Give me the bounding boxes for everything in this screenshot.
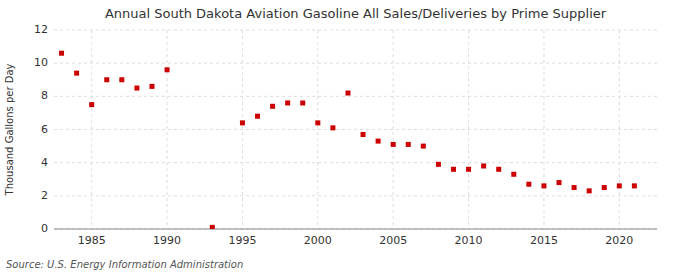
chart-svg: 1985 1990 1995 2000 2005 2010 2015 2020 0 2 4 6 8 10 1… xyxy=(0,0,675,275)
y-tick-label: 2 xyxy=(41,189,48,202)
tick-labels: 1985 1990 1995 2000 2005 2010 2015 2020 0 2 4 6 8 10 1… xyxy=(34,23,633,247)
data-point xyxy=(557,180,562,185)
x-tick-label: 1985 xyxy=(78,234,106,247)
y-tick-label: 10 xyxy=(34,56,48,69)
data-point xyxy=(406,142,411,147)
data-point xyxy=(270,104,275,109)
data-point xyxy=(451,167,456,172)
y-grid-line xyxy=(54,195,657,196)
data-point xyxy=(149,84,154,89)
y-grid-line xyxy=(54,96,657,97)
data-point xyxy=(541,183,546,188)
y-tick-label: 0 xyxy=(41,222,48,235)
data-point xyxy=(300,100,305,105)
data-point xyxy=(617,183,622,188)
y-axis-label: Thousand Gallons per Day xyxy=(4,63,15,196)
data-point xyxy=(632,183,637,188)
y-grid-line xyxy=(54,129,657,130)
data-point xyxy=(134,86,139,91)
x-grid-line xyxy=(242,30,243,229)
x-tick-label: 1990 xyxy=(153,234,181,247)
data-point xyxy=(436,162,441,167)
y-tick-label: 12 xyxy=(34,23,48,36)
x-axis-line xyxy=(54,229,657,230)
data-point xyxy=(526,182,531,187)
source-note: Source: U.S. Energy Information Administ… xyxy=(6,259,243,270)
data-point xyxy=(481,163,486,168)
data-point xyxy=(361,132,366,137)
x-grid-line xyxy=(91,30,92,229)
data-point xyxy=(511,172,516,177)
data-point xyxy=(255,114,260,119)
y-tick-label: 4 xyxy=(41,156,48,169)
x-grid-line xyxy=(468,30,469,229)
grid xyxy=(54,30,657,229)
data-point xyxy=(330,125,335,130)
x-tick-label: 2005 xyxy=(379,234,407,247)
data-point xyxy=(391,142,396,147)
data-point xyxy=(240,120,245,125)
data-point xyxy=(587,188,592,193)
data-point xyxy=(74,71,79,76)
data-point xyxy=(119,77,124,82)
data-point xyxy=(345,91,350,96)
x-grid-line xyxy=(393,30,394,229)
data-point xyxy=(602,185,607,190)
data-point xyxy=(104,77,109,82)
x-grid-line xyxy=(317,30,318,229)
y-grid-line xyxy=(54,229,657,230)
x-tick-label: 2015 xyxy=(530,234,558,247)
y-tick-label: 8 xyxy=(41,89,48,102)
data-point xyxy=(210,225,215,229)
y-grid-line xyxy=(54,162,657,163)
chart-title: Annual South Dakota Aviation Gasoline Al… xyxy=(105,6,607,21)
x-tick-label: 2000 xyxy=(304,234,332,247)
data-point xyxy=(421,144,426,149)
data-point xyxy=(89,102,94,107)
x-tick-label: 2010 xyxy=(455,234,483,247)
y-tick-label: 6 xyxy=(41,123,48,136)
y-grid-line xyxy=(54,30,657,31)
data-point xyxy=(165,67,170,72)
data-point xyxy=(496,167,501,172)
data-points xyxy=(59,51,637,229)
data-point xyxy=(376,139,381,144)
x-grid-line xyxy=(543,30,544,229)
chart-container: 1985 1990 1995 2000 2005 2010 2015 2020 0 2 4 6 8 10 1… xyxy=(0,0,675,275)
x-grid-line xyxy=(619,30,620,229)
data-point xyxy=(315,120,320,125)
x-tick-label: 2020 xyxy=(605,234,633,247)
data-point xyxy=(285,100,290,105)
data-point xyxy=(466,167,471,172)
x-tick-label: 1995 xyxy=(228,234,256,247)
data-point xyxy=(59,51,64,56)
y-grid-line xyxy=(54,63,657,64)
data-point xyxy=(572,185,577,190)
x-grid-line xyxy=(167,30,168,229)
